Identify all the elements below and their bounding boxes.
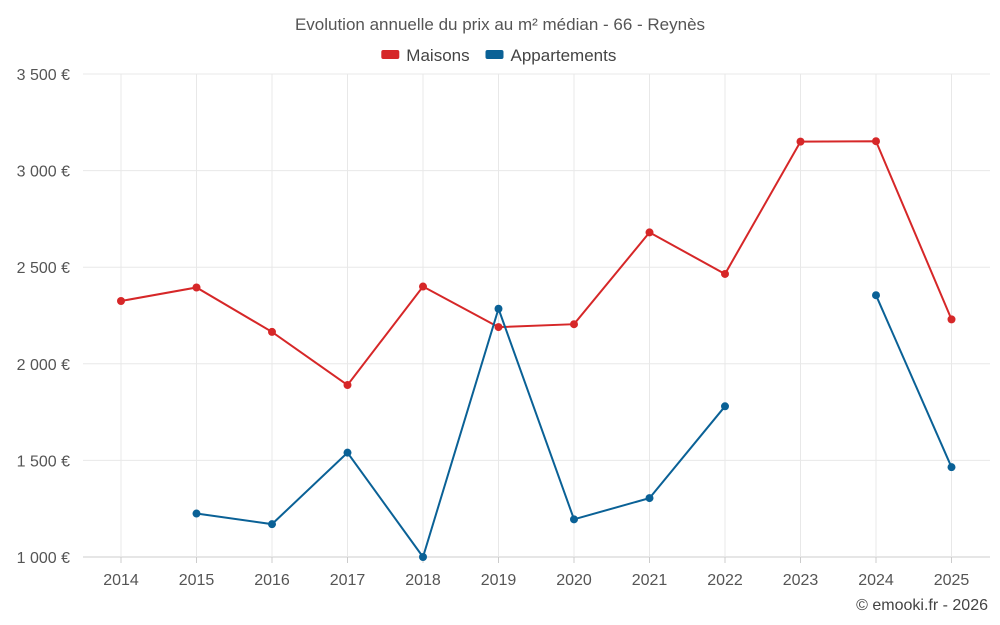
x-tick-label: 2016 (254, 572, 290, 589)
y-tick-label: 2 500 € (17, 260, 70, 277)
data-point-maisons[interactable] (343, 381, 352, 390)
series-line-maisons (120, 140, 953, 387)
data-point-appartements[interactable] (268, 520, 276, 529)
x-tick-label: 2023 (783, 572, 819, 589)
data-point-appartements[interactable] (419, 553, 427, 561)
y-tick-label: 3 500 € (17, 67, 70, 84)
legend-item-maisons[interactable]: Maisons (381, 46, 470, 65)
series-line-appartements (875, 294, 953, 468)
data-point-appartements[interactable] (872, 291, 880, 300)
x-tick-label: 2018 (405, 572, 441, 589)
x-tick-label: 2014 (103, 572, 139, 589)
data-point-appartements[interactable] (570, 515, 578, 524)
credit-label: © emooki.fr - 2026 (856, 597, 988, 614)
data-point-appartements[interactable] (343, 448, 352, 457)
data-point-maisons[interactable] (494, 323, 503, 332)
x-tick-label: 2025 (934, 572, 970, 589)
x-tick-label: 2015 (179, 572, 215, 589)
x-tick-label: 2017 (330, 572, 366, 589)
data-point-appartements[interactable] (192, 509, 201, 518)
legend-item-appartements[interactable]: Appartements (485, 46, 617, 65)
data-point-maisons[interactable] (117, 297, 125, 306)
data-point-maisons[interactable] (872, 137, 880, 146)
x-tick-label: 2020 (556, 572, 592, 589)
data-point-appartements[interactable] (494, 304, 503, 313)
y-axis: 1 000 € 1 500 € 2 000 € 2 500 € 3 000 € 3 500… (17, 67, 70, 567)
data-point-maisons[interactable] (570, 320, 578, 329)
data-point-appartements[interactable] (721, 402, 729, 411)
data-point-appartements[interactable] (947, 463, 956, 472)
data-point-appartements[interactable] (645, 494, 654, 503)
x-tick-label: 2022 (707, 572, 743, 589)
y-tick-label: 1 500 € (17, 453, 70, 470)
legend-swatch (485, 50, 504, 59)
data-point-maisons[interactable] (192, 283, 201, 292)
chart-title: Evolution annuelle du prix au m² médian … (295, 15, 705, 34)
y-tick-label: 3 000 € (17, 164, 70, 181)
legend-swatch (381, 50, 400, 59)
data-point-maisons[interactable] (268, 327, 276, 336)
series-line-appartements (196, 305, 726, 560)
x-tick-label: 2021 (632, 572, 668, 589)
series-group (117, 137, 956, 561)
data-point-maisons[interactable] (721, 269, 729, 278)
legend-label: Maisons (406, 46, 469, 65)
x-tick-label: 2024 (858, 572, 894, 589)
grid (83, 73, 990, 558)
data-point-maisons[interactable] (645, 228, 654, 237)
x-axis: 2014 2015 2016 2017 2018 2019 2020 2021 2022 2023… (103, 557, 969, 589)
data-point-maisons[interactable] (796, 137, 805, 146)
data-point-maisons[interactable] (947, 315, 956, 324)
legend: Maisons Appartements (381, 46, 616, 65)
y-tick-label: 1 000 € (17, 550, 70, 567)
y-tick-label: 2 000 € (17, 357, 70, 374)
x-tick-label: 2019 (481, 572, 517, 589)
legend-label: Appartements (511, 46, 617, 65)
data-point-maisons[interactable] (419, 282, 427, 291)
